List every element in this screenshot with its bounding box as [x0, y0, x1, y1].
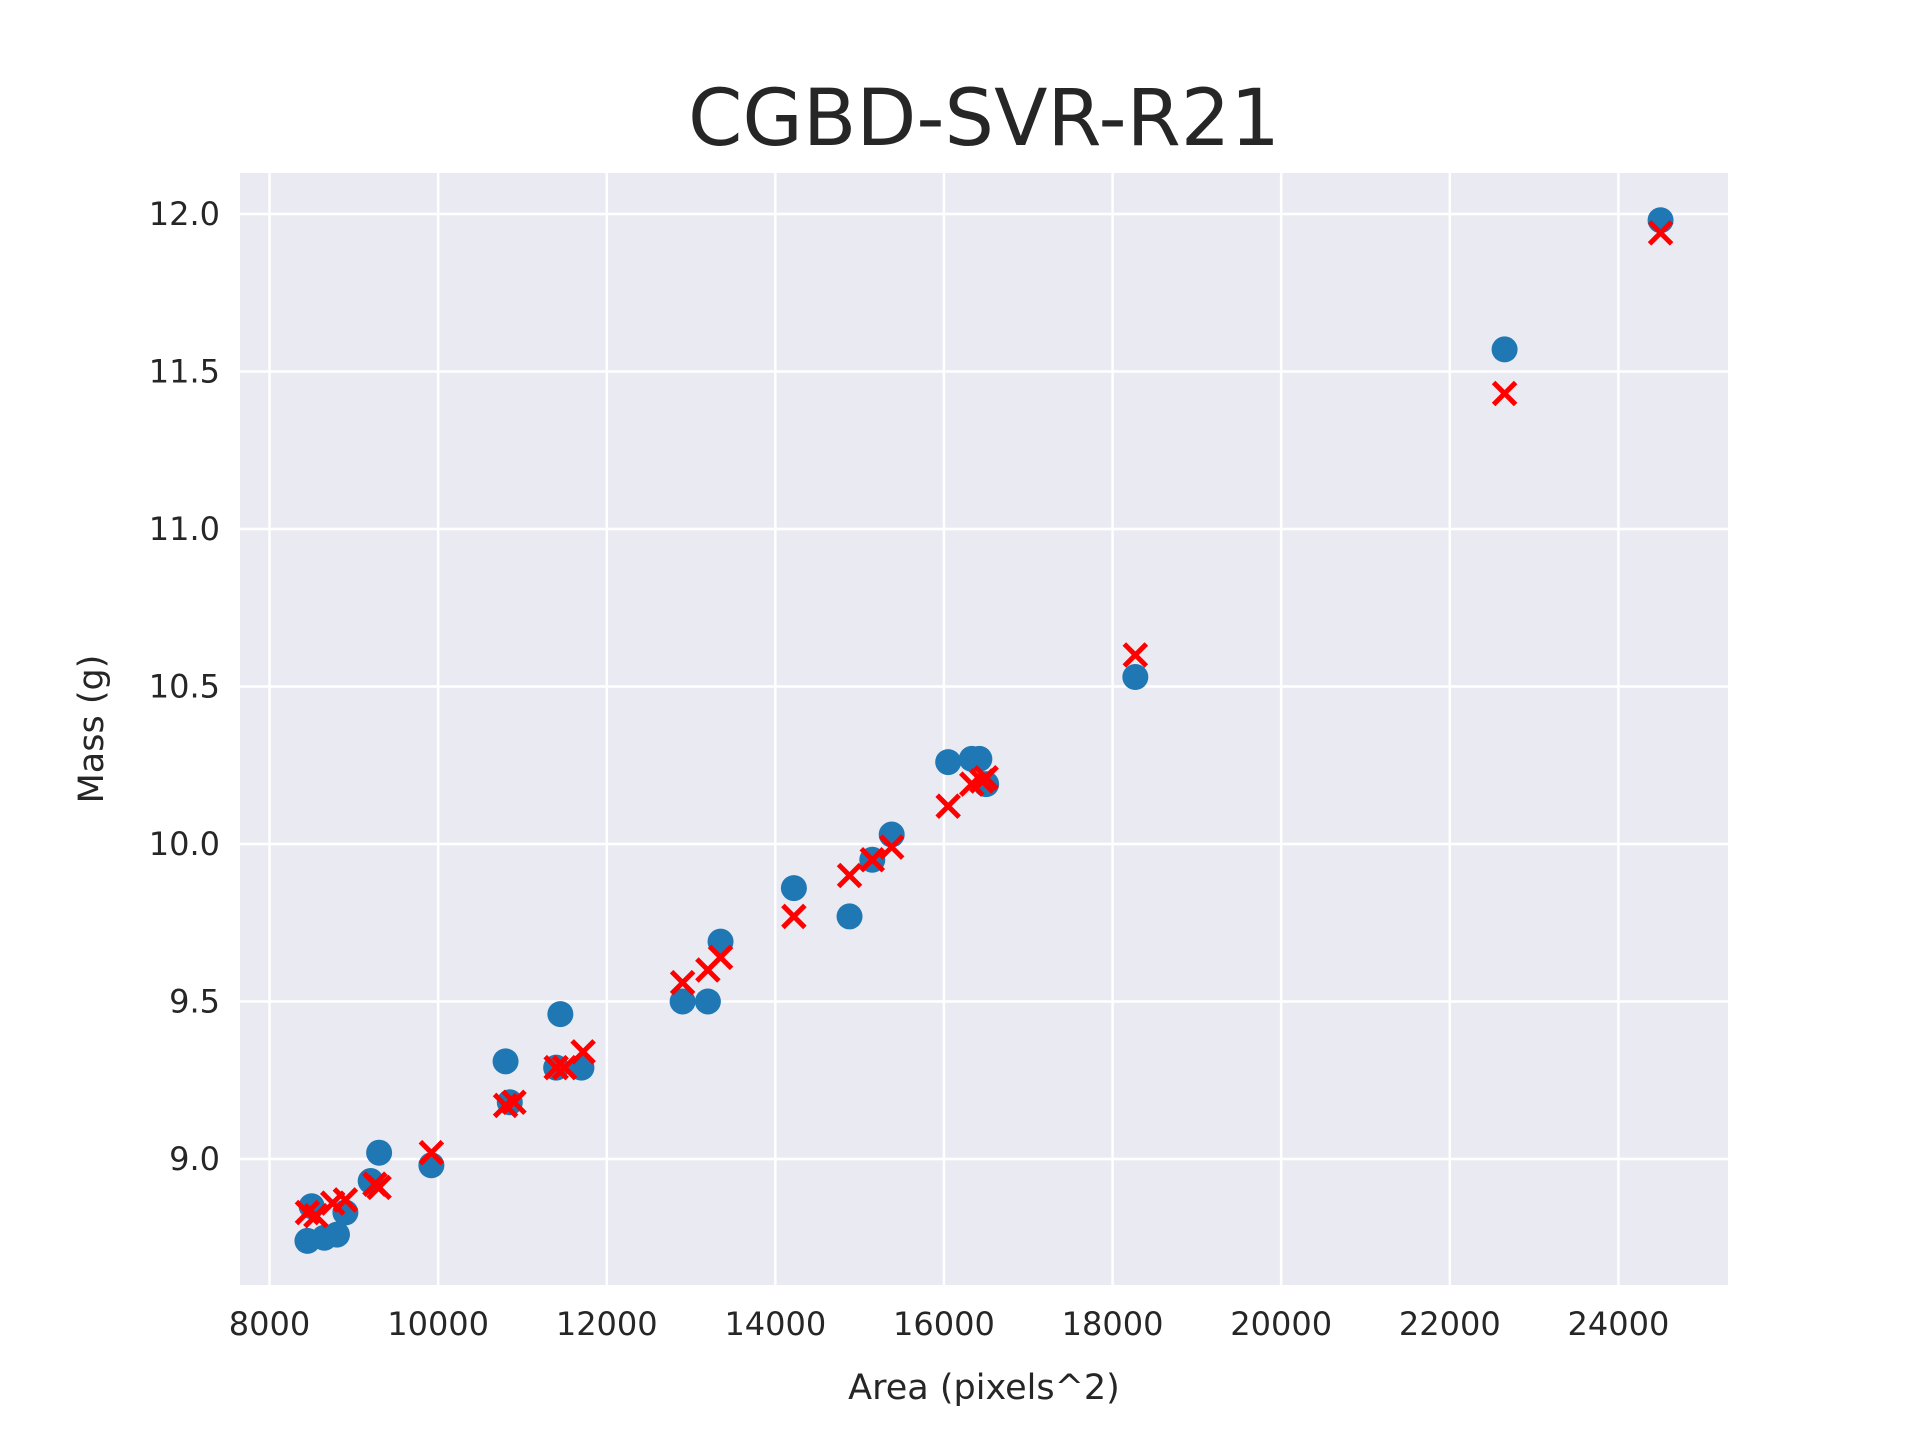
- actual-point: [547, 1001, 574, 1028]
- predicted-point: [332, 1187, 359, 1213]
- predicted-point: [707, 944, 734, 971]
- y-axis-label: Mass (g): [72, 655, 112, 804]
- predicted-point: [501, 1089, 527, 1116]
- actual-point: [1491, 336, 1518, 363]
- actual-point: [935, 749, 962, 776]
- actual-point: [366, 1139, 393, 1166]
- x-axis-label: Area (pixels^2): [848, 1368, 1120, 1408]
- predicted-point: [1122, 642, 1149, 668]
- actual-point: [780, 875, 807, 902]
- data-marks: [294, 207, 1674, 1254]
- y-tick-label: 12.0: [149, 195, 220, 233]
- x-tick-label: 22000: [1399, 1305, 1501, 1343]
- predicted-point: [935, 793, 961, 819]
- actual-point: [694, 988, 721, 1015]
- x-tick-label: 24000: [1568, 1305, 1670, 1343]
- actual-point: [966, 745, 993, 772]
- actual-point: [836, 903, 863, 930]
- predicted-point: [836, 862, 863, 889]
- plot-background: [240, 173, 1728, 1285]
- x-tick-label: 20000: [1230, 1305, 1332, 1343]
- x-tick-label: 12000: [556, 1305, 658, 1343]
- predicted-point: [878, 834, 905, 860]
- predicted-point: [859, 846, 886, 873]
- actual-point: [669, 988, 696, 1015]
- y-tick-label: 11.0: [149, 510, 220, 548]
- predicted-point: [303, 1202, 329, 1229]
- y-tick-labels: 9.0 9.5 10.0 10.5 11.0 11.5 12.0: [149, 195, 220, 1178]
- grid-lines: [240, 173, 1728, 1285]
- predicted-point: [366, 1174, 392, 1201]
- predicted-point: [781, 903, 807, 930]
- predicted-point: [1647, 220, 1674, 246]
- predicted-point: [570, 1039, 596, 1065]
- x-tick-label: 18000: [1062, 1305, 1164, 1343]
- predicted-point: [669, 969, 696, 996]
- x-tick-label: 8000: [229, 1305, 310, 1343]
- x-tick-label: 14000: [724, 1305, 826, 1343]
- predicted-point: [973, 765, 999, 791]
- x-tick-label: 10000: [387, 1305, 489, 1343]
- predicted-point: [543, 1054, 569, 1081]
- x-tick-labels: 8000 10000 12000 14000 16000 18000 20000 22000 2…: [229, 1305, 1670, 1343]
- actual-point: [1122, 664, 1149, 691]
- predicted-point: [1491, 380, 1518, 407]
- y-tick-label: 10.0: [149, 825, 220, 863]
- y-tick-label: 11.5: [149, 352, 220, 390]
- y-tick-label: 9.0: [169, 1140, 220, 1178]
- predicted-point: [418, 1139, 445, 1166]
- actual-point: [323, 1221, 350, 1248]
- y-tick-label: 9.5: [169, 982, 220, 1020]
- y-tick-label: 10.5: [149, 667, 220, 705]
- x-tick-label: 16000: [893, 1305, 995, 1343]
- chart-title: CGBD-SVR-R21: [688, 74, 1280, 164]
- actual-point: [492, 1048, 519, 1075]
